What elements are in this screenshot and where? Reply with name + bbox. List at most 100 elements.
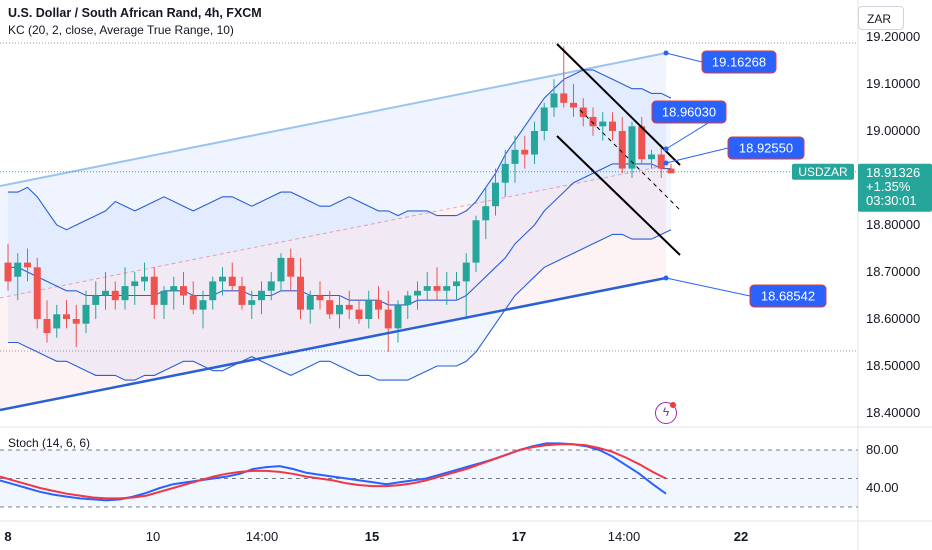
candle-body: [540, 107, 548, 131]
price-tick-label: 18.80000: [866, 217, 920, 232]
candle-body: [423, 286, 431, 291]
stoch-label[interactable]: Stoch (14, 6, 6): [8, 436, 91, 450]
candle-body: [53, 314, 61, 329]
candle-body: [131, 281, 139, 287]
price-tick-label: 18.50000: [866, 358, 920, 373]
candle-body: [384, 309, 392, 329]
price-tick-label: 18.40000: [866, 405, 920, 420]
candle-body: [599, 121, 607, 127]
candle-body: [160, 290, 168, 305]
stoch-k-line: [0, 442, 667, 502]
flash-icon[interactable]: ϟ: [655, 402, 677, 424]
price-axis[interactable]: 19.2000019.1000019.0000018.9000018.80000…: [866, 29, 920, 495]
candle-body: [63, 314, 70, 319]
candle-body: [638, 126, 646, 160]
callout-label: 19.16268: [712, 55, 766, 70]
countdown-label: 03:30:01: [866, 193, 917, 208]
keltner-channel: [8, 69, 672, 381]
candle-body: [170, 286, 178, 291]
keltner-upper-band: [8, 69, 672, 231]
time-tick-label: 14:00: [608, 529, 641, 544]
time-tick-label: 17: [512, 529, 526, 544]
candle-body: [228, 276, 236, 287]
notification-dot: [670, 402, 676, 408]
time-tick-label: 22: [734, 529, 748, 544]
candle-body: [248, 300, 256, 305]
candle-body: [92, 295, 100, 305]
symbol-badge: [792, 163, 854, 180]
callout-connector: [665, 52, 703, 63]
candle-body: [618, 131, 626, 169]
time-axis[interactable]: 8 10 14:00 15 17 14:00 22: [4, 529, 748, 544]
candle-body: [365, 300, 373, 319]
candle-body: [219, 276, 226, 282]
candle-body: [199, 300, 207, 310]
channel-upper-line: [0, 52, 667, 187]
currency-button[interactable]: ZAR: [858, 6, 904, 30]
candle-body: [433, 286, 441, 291]
stoch-lines: [0, 442, 667, 502]
candle-body: [657, 154, 665, 169]
candle-body: [462, 262, 470, 282]
keltner-fill: [8, 69, 671, 381]
candle-body: [24, 262, 31, 268]
candle-body: [150, 276, 158, 305]
indicator-label[interactable]: KC (20, 2, close, Average True Range, 10…: [8, 23, 234, 37]
candle-body: [570, 102, 577, 108]
candle-body: [375, 300, 382, 310]
candle-body: [521, 149, 529, 155]
candle-body: [482, 206, 490, 221]
descending-channel-lower: [556, 135, 681, 256]
candle-body: [589, 116, 597, 127]
channel-fills: [0, 52, 667, 410]
price-badge: [858, 163, 932, 212]
price-tick-label: 19.00000: [866, 123, 920, 138]
callout-anchor: [663, 146, 669, 152]
stoch-d-line: [0, 443, 667, 500]
candle-body: [550, 93, 558, 108]
candle-body: [355, 309, 363, 319]
candle-body: [511, 149, 519, 164]
descending-channel-upper: [556, 43, 681, 166]
symbol-label: USDZAR: [798, 165, 848, 179]
candle-body: [238, 286, 246, 305]
candle-body: [209, 281, 217, 301]
candle-body: [141, 276, 148, 282]
callout-label: 18.92550: [739, 141, 793, 156]
candle-body: [472, 220, 480, 263]
candle-body: [180, 286, 187, 296]
callout-label: 18.68542: [761, 289, 815, 304]
price-tick-label: 18.60000: [866, 311, 920, 326]
candle-body: [579, 107, 587, 117]
candle-body: [189, 295, 197, 310]
time-tick-label: 8: [4, 529, 11, 544]
price-callouts: USDZAR 18.91326+1.35%03:30:01 19.16268 18.9…: [0, 50, 932, 308]
price-tick-label: 19.20000: [866, 29, 920, 44]
candle-body: [453, 281, 460, 287]
candle-body: [628, 126, 636, 169]
candle-body: [394, 304, 402, 329]
candle-body: [306, 295, 314, 310]
callout-anchor: [663, 275, 669, 281]
candle-body: [648, 154, 655, 160]
candle-body: [404, 295, 412, 305]
candle-body: [609, 121, 616, 131]
callout-box: [749, 284, 827, 308]
channel-upper-fill: [0, 53, 666, 298]
candle-body: [443, 286, 451, 291]
candle-body: [4, 262, 12, 282]
callout-box: [701, 50, 777, 74]
channel-lower-fill: [0, 165, 666, 410]
chart-title: U.S. Dollar / South African Rand, 4h, FX…: [8, 6, 262, 20]
callout-label: 18.96030: [662, 105, 716, 120]
candle-body: [82, 304, 90, 324]
trend-drawings: [0, 43, 681, 412]
candle-body: [258, 290, 265, 301]
candle-body: [316, 295, 324, 301]
candle-body: [336, 304, 343, 315]
candle-body: [72, 319, 80, 324]
candle-body: [287, 257, 295, 277]
stochastic-pane: [0, 442, 858, 508]
